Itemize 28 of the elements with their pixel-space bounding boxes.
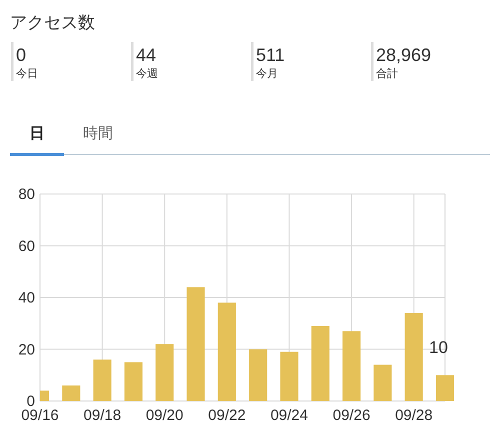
bar <box>404 313 423 401</box>
bar <box>280 352 298 401</box>
bar <box>249 349 268 401</box>
y-tick-label: 80 <box>18 186 35 203</box>
bar <box>186 287 205 401</box>
bar <box>311 326 330 401</box>
bar <box>436 375 454 401</box>
data-label: 10 <box>429 338 448 358</box>
bar <box>156 344 174 401</box>
bar <box>124 362 142 401</box>
bar <box>62 385 80 401</box>
x-tick-label: 09/18 <box>84 407 122 424</box>
y-tick-label: 60 <box>18 238 35 255</box>
y-tick-label: 40 <box>18 290 35 306</box>
x-tick-label: 09/28 <box>395 407 433 424</box>
bar <box>374 364 392 401</box>
x-tick-label: 09/22 <box>208 407 246 424</box>
y-tick-label: 20 <box>18 341 35 358</box>
y-tick-label: 0 <box>26 393 35 410</box>
x-tick-label: 09/26 <box>332 407 370 424</box>
tabs: 日 時間 <box>10 125 490 156</box>
x-tick-label: 09/16 <box>21 407 59 424</box>
x-tick-label: 09/24 <box>270 407 308 424</box>
bar <box>218 302 236 401</box>
bar <box>93 360 112 401</box>
text: アクセス数 <box>10 13 95 32</box>
x-tick-label: 09/20 <box>146 407 184 424</box>
bar <box>342 331 361 401</box>
